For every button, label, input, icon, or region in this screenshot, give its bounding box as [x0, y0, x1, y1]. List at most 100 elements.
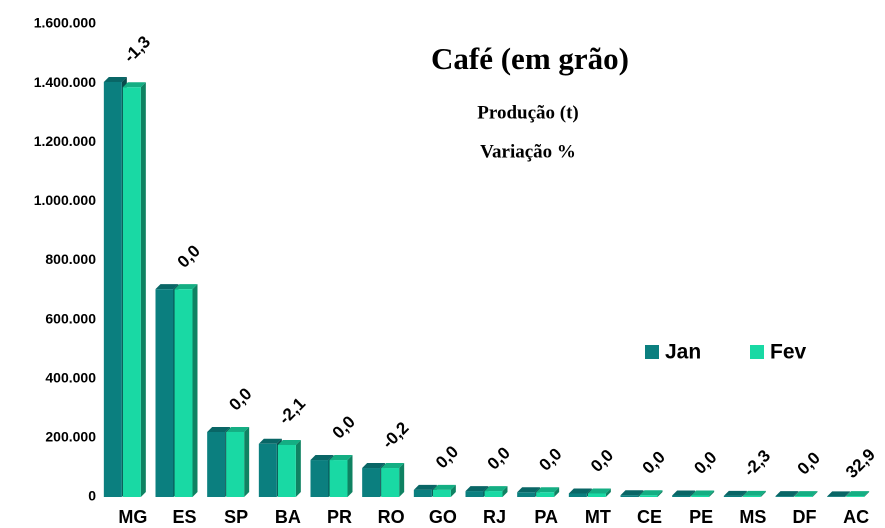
x-tick-label: MG: [118, 507, 147, 527]
bar-side: [793, 491, 799, 497]
bar-top: [258, 438, 282, 444]
bar-top: [568, 488, 592, 494]
x-tick-label: MT: [585, 507, 611, 527]
x-tick-label: AC: [843, 507, 869, 527]
bar-side: [657, 490, 663, 497]
chart-subtitle: Produção (t): [477, 102, 579, 123]
bar: [775, 496, 794, 497]
bar-top: [484, 486, 508, 492]
bar: [568, 493, 587, 497]
bar-side: [244, 426, 250, 497]
bar-top: [432, 484, 456, 490]
y-tick-label: 1.600.000: [34, 15, 96, 31]
x-tick-label: BA: [275, 507, 301, 527]
x-tick-label: PE: [689, 507, 713, 527]
bar-side: [760, 490, 766, 497]
bar-top: [155, 284, 179, 290]
y-tick-label: 800.000: [45, 251, 96, 267]
bar: [413, 489, 432, 497]
bar-side: [845, 491, 851, 497]
bar-top: [122, 82, 146, 88]
bar: [329, 460, 348, 497]
bar-top: [536, 487, 560, 493]
bar: [310, 460, 329, 497]
y-tick-label: 1.000.000: [34, 192, 96, 208]
bar-top: [103, 76, 127, 82]
x-tick-label: PA: [534, 507, 558, 527]
bar: [277, 444, 296, 497]
variation-label: -0,2: [378, 418, 412, 452]
bar-top: [639, 490, 663, 496]
bar-top: [381, 463, 405, 469]
bar-side: [192, 284, 198, 497]
bar: [794, 496, 813, 497]
bar-top: [827, 491, 851, 497]
legend-label: Fev: [770, 341, 807, 364]
bar: [226, 431, 245, 497]
bar: [465, 491, 484, 497]
bar: [587, 493, 606, 497]
bar-top: [465, 486, 489, 492]
bar: [362, 468, 381, 497]
y-tick-label: 0: [88, 488, 96, 504]
bar: [517, 492, 536, 497]
bar-side: [502, 486, 508, 497]
bar: [174, 289, 193, 497]
x-tick-label: MS: [739, 507, 766, 527]
bar-side: [450, 484, 456, 497]
bar-top: [846, 491, 870, 497]
bar-top: [329, 455, 353, 461]
variation-label: 0,0: [535, 444, 565, 474]
bar: [381, 468, 400, 497]
bar-side: [295, 439, 301, 497]
legend-label: Jan: [665, 341, 701, 364]
bar-top: [226, 426, 250, 432]
bar: [846, 496, 865, 497]
bar-side: [554, 487, 560, 497]
bar-top: [742, 490, 766, 496]
x-tick-label: CE: [637, 507, 662, 527]
chart-subtitle: Variação %: [480, 141, 576, 162]
variation-label: 0,0: [329, 412, 359, 442]
bar-top: [691, 490, 715, 496]
variation-label: 0,0: [690, 448, 720, 478]
variation-label: -1,3: [120, 32, 154, 66]
bar-side: [605, 488, 611, 497]
bar-top: [794, 491, 818, 497]
bar-top: [620, 490, 644, 496]
bar: [742, 495, 761, 497]
bar-side: [347, 455, 353, 497]
bar-top: [587, 488, 611, 494]
bar-top: [310, 455, 334, 461]
variation-label: 0,0: [225, 384, 255, 414]
bar-top: [413, 484, 437, 490]
y-tick-label: 400.000: [45, 369, 96, 385]
bar: [827, 496, 846, 497]
bar: [432, 489, 451, 497]
bar-top: [723, 490, 747, 496]
bar-top: [207, 426, 231, 432]
bar: [536, 492, 555, 497]
variation-label: 32,9: [842, 445, 879, 482]
bar-top: [277, 439, 301, 445]
variation-label: -2,3: [740, 446, 774, 480]
bar-top: [362, 463, 386, 469]
bar: [103, 81, 122, 497]
chart-title: Café (em grão): [431, 41, 629, 76]
x-tick-label: ES: [172, 507, 196, 527]
bar: [122, 87, 141, 498]
bar-top: [517, 487, 541, 493]
bar: [207, 431, 226, 497]
bar-side: [709, 490, 715, 497]
y-tick-label: 200.000: [45, 429, 96, 445]
variation-label: 0,0: [794, 448, 824, 478]
x-tick-label: SP: [224, 507, 248, 527]
variation-label: 0,0: [587, 446, 617, 476]
bar-side: [812, 491, 818, 497]
y-tick-label: 1.400.000: [34, 74, 96, 90]
bar-side: [741, 490, 747, 497]
variation-label: 0,0: [174, 241, 204, 271]
bar: [723, 495, 742, 497]
x-tick-label: DF: [793, 507, 817, 527]
